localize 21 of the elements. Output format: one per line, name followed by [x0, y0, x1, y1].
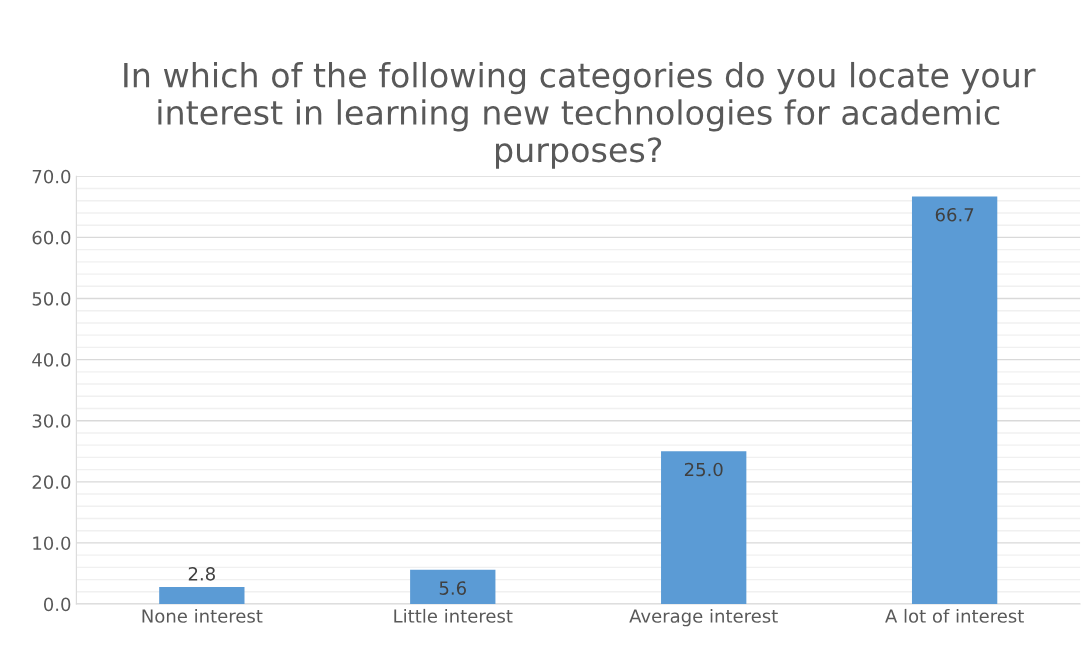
y-tick-label: 40.0: [32, 353, 71, 367]
bar: [911, 196, 998, 605]
bar: [661, 451, 747, 605]
data-label: 66.7: [935, 207, 974, 222]
y-tick-label: 30.0: [32, 414, 71, 428]
y-tick-label: 50.0: [32, 291, 71, 306]
y-tick-label: 0.0: [43, 597, 71, 612]
data-label: 25.0: [684, 462, 723, 477]
bar: [410, 569, 496, 605]
y-tick-label: 60.0: [32, 230, 71, 245]
x-tick-label: Little interest: [394, 608, 513, 623]
y-tick-label: 70.0: [32, 169, 71, 184]
x-tick-label: Average interest: [629, 608, 778, 627]
data-label: 2.8: [188, 566, 215, 581]
chart-title: In which of the following categories do you locate your interest in learning new technologies for academic purposes?: [124, 61, 1036, 169]
y-tick-label: 20.0: [32, 475, 71, 489]
bar: [159, 586, 245, 605]
x-tick-label: None interest: [142, 608, 263, 623]
y-tick-label: 10.0: [33, 536, 71, 551]
x-tick-label: A lot of interest: [885, 608, 1024, 623]
data-label: 5.6: [439, 581, 466, 595]
